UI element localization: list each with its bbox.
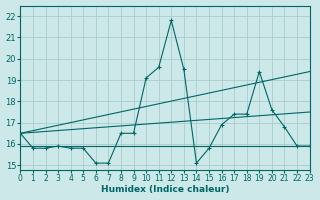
X-axis label: Humidex (Indice chaleur): Humidex (Indice chaleur) <box>101 185 229 194</box>
